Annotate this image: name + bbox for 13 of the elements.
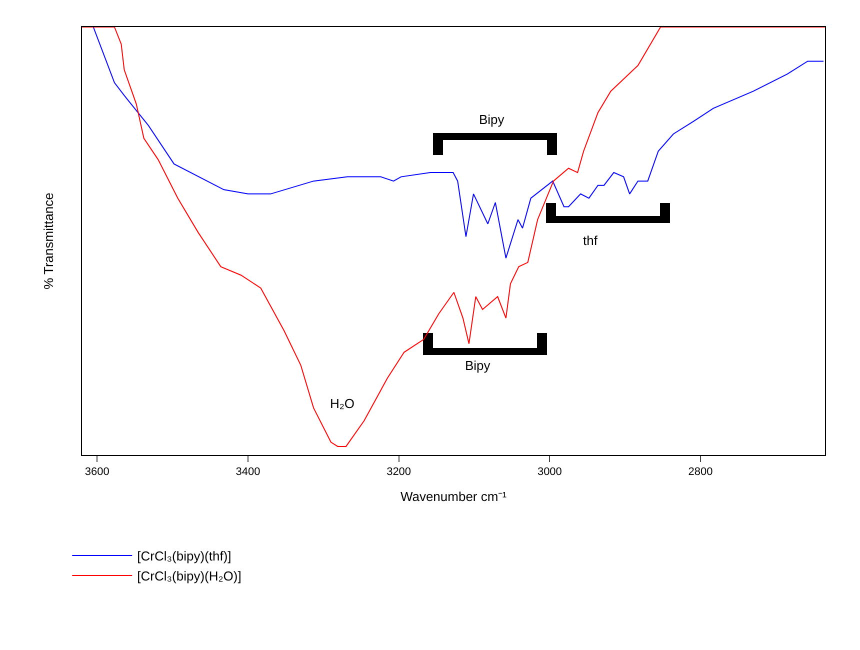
x-tick-label: 3000 — [537, 466, 562, 478]
x-tick-label: 3600 — [84, 466, 110, 478]
x-axis-title: Wavenumber cm⁻¹ — [400, 488, 508, 504]
legend-label: [CrCl₃(bipy)(thf)] — [137, 548, 232, 564]
annotation: H₂O — [330, 396, 355, 411]
annotation: Bipy — [465, 358, 491, 373]
legend-label: [CrCl₃(bipy)(H₂O)] — [137, 568, 242, 584]
x-tick-label: 2800 — [688, 466, 713, 478]
annotation: Bipy — [479, 112, 505, 127]
annotation: thf — [583, 233, 598, 248]
x-tick-label: 3400 — [236, 466, 260, 478]
y-axis-title: % Transmittance — [40, 192, 56, 290]
x-tick-label: 3200 — [386, 466, 412, 478]
